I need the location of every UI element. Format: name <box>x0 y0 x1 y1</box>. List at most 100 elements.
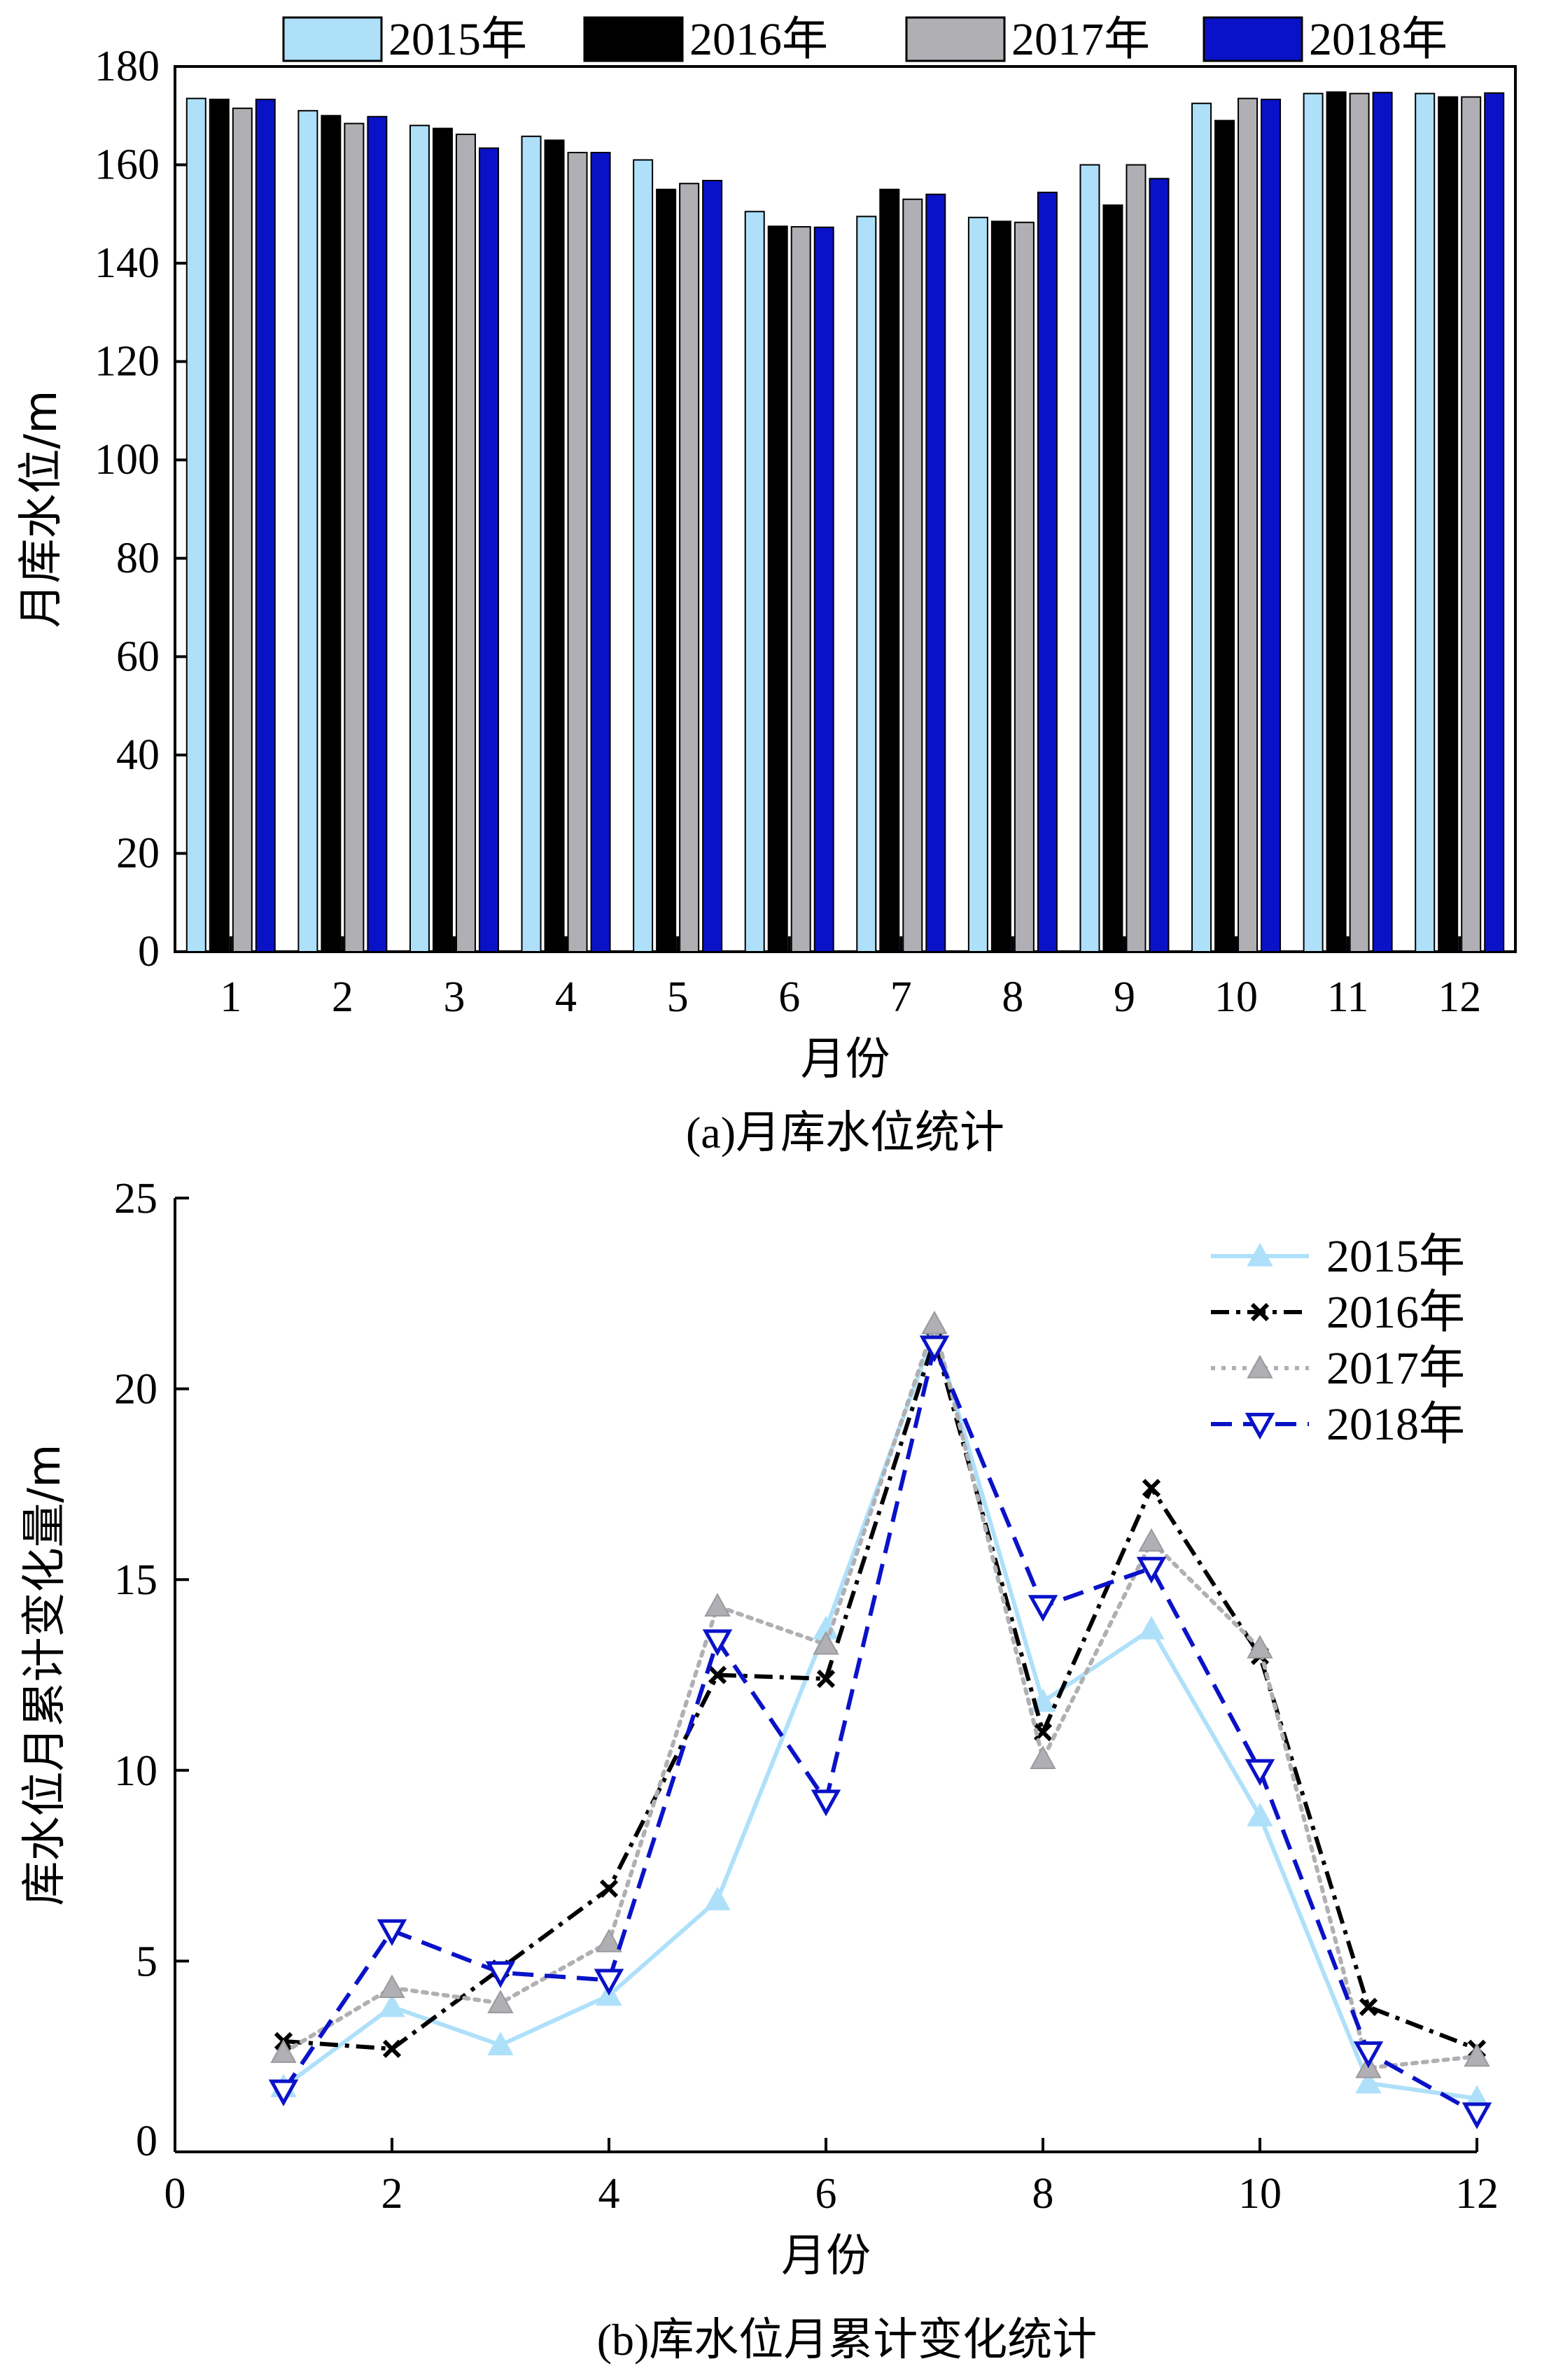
y-tick-label: 180 <box>94 43 160 90</box>
series-line <box>282 1329 1478 2101</box>
bar <box>367 115 388 952</box>
bar <box>209 99 230 953</box>
data-point <box>270 2039 297 2063</box>
bar <box>1484 92 1505 953</box>
bar <box>702 180 723 952</box>
y-tick-label: 0 <box>138 928 160 976</box>
legend-marker <box>1247 1354 1273 1379</box>
data-point <box>1247 1635 1273 1659</box>
y-tick-label: 15 <box>114 1556 157 1604</box>
x-tick-label: 5 <box>667 973 689 1021</box>
legend-marker <box>1247 1242 1273 1267</box>
bar <box>813 226 834 952</box>
data-point <box>1142 1479 1161 1498</box>
data-point <box>596 1929 622 1952</box>
data-point <box>1136 1556 1167 1584</box>
bar <box>790 226 811 952</box>
bar <box>1014 221 1035 953</box>
data-point <box>487 1990 514 2013</box>
legend-swatch <box>583 16 684 62</box>
legend-swatch <box>1203 16 1303 62</box>
data-point <box>816 1669 836 1689</box>
bar <box>409 125 430 952</box>
data-point <box>1359 1997 1378 2016</box>
bar <box>344 122 365 952</box>
data-point <box>379 1974 405 1999</box>
bar <box>767 225 788 952</box>
y-tick-label: 40 <box>116 731 160 779</box>
data-point <box>485 1961 516 1988</box>
y-tick-label: 20 <box>114 1366 157 1414</box>
bar <box>925 193 946 953</box>
chart-caption: (b)库水位月累计变化统计 <box>597 2315 1098 2365</box>
bar <box>1214 120 1235 953</box>
x-tick-label: 2 <box>381 2170 403 2218</box>
data-point <box>1245 1759 1275 1786</box>
x-tick-label: 11 <box>1327 973 1369 1021</box>
y-tick-label: 140 <box>94 239 160 287</box>
bar <box>1102 204 1123 952</box>
data-point <box>704 1593 731 1617</box>
x-tick-label: 10 <box>1214 973 1258 1021</box>
legend-marker <box>1250 1302 1270 1322</box>
y-tick-label: 10 <box>114 1747 157 1795</box>
x-tick-label: 4 <box>555 973 577 1021</box>
bar <box>478 147 499 952</box>
y-tick-label: 5 <box>136 1938 157 1985</box>
bar <box>1326 91 1347 953</box>
bar <box>679 183 700 952</box>
bar <box>1191 102 1212 952</box>
bar <box>432 127 453 952</box>
data-point <box>487 2032 514 2055</box>
bar <box>455 133 476 953</box>
bar <box>902 198 923 952</box>
x-tick-label: 10 <box>1238 2170 1282 2218</box>
bar <box>521 135 542 953</box>
legend-label: 2018年 <box>1326 1399 1465 1450</box>
y-tick-label: 160 <box>94 141 160 189</box>
bar <box>1461 96 1482 952</box>
bar <box>967 216 988 952</box>
bar <box>185 97 206 953</box>
y-tick-label: 0 <box>136 2118 157 2165</box>
x-tick-label: 3 <box>443 973 465 1021</box>
legend-label: 2015年 <box>388 14 527 65</box>
legend-swatch <box>905 16 1006 62</box>
x-tick-label: 12 <box>1438 973 1481 1021</box>
bar <box>1149 178 1170 953</box>
legend-marker <box>1245 1412 1275 1440</box>
x-axis-label: 月份 <box>801 1034 890 1085</box>
bar <box>590 151 611 953</box>
bar <box>1303 92 1324 952</box>
bar <box>879 188 900 952</box>
chart-caption: (a)月库水位统计 <box>686 1108 1004 1157</box>
x-tick-label: 12 <box>1455 2170 1499 2218</box>
bar <box>656 188 677 952</box>
data-point <box>702 1629 733 1656</box>
data-point <box>1033 1723 1053 1742</box>
bar <box>1126 164 1147 953</box>
series-line <box>281 1344 1478 2116</box>
data-point <box>1138 1528 1165 1552</box>
legend-label: 2018年 <box>1309 14 1448 65</box>
y-tick-label: 25 <box>114 1175 157 1223</box>
y-axis-label: 月库水位/m <box>15 390 67 628</box>
data-point <box>382 2039 402 2058</box>
bar <box>1261 99 1282 953</box>
data-point <box>1462 2102 1492 2129</box>
data-point <box>921 1310 948 1335</box>
bar <box>297 110 318 952</box>
data-point <box>1030 1745 1056 1770</box>
x-tick-label: 2 <box>332 973 353 1021</box>
x-axis-label: 月份 <box>781 2230 871 2282</box>
data-point <box>1247 1803 1273 1826</box>
y-tick-label: 60 <box>116 633 160 680</box>
legend-label: 2017年 <box>1011 14 1150 65</box>
x-tick-label: 7 <box>890 973 912 1021</box>
x-tick-label: 6 <box>778 973 800 1021</box>
y-tick-label: 20 <box>116 829 160 877</box>
data-point <box>919 1335 950 1362</box>
line-chart-cumulative-change: 5 10 15 20 25 0 2 4 6 8 10 12 0 2015年2016年2017年2018年月… <box>19 1175 1499 2365</box>
x-tick-label: 1 <box>220 973 241 1021</box>
